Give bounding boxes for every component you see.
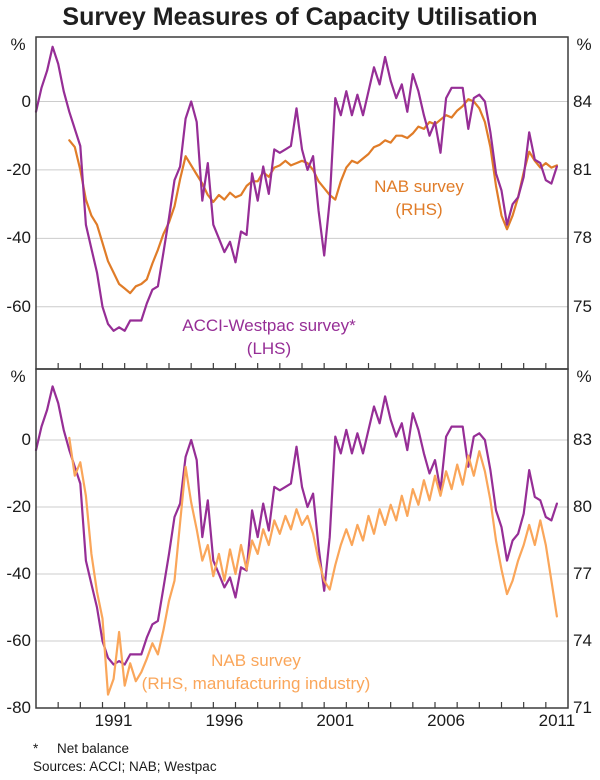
top-panel-right-unit-label: % [576, 35, 592, 54]
bottom-panel-left-tick-label: -40 [6, 564, 31, 583]
top-panel-left-tick-label: -20 [6, 159, 31, 179]
bottom-panel-left-tick-label: -20 [6, 497, 31, 516]
nab-survey-label-bottom: NAB survey (RHS, manufacturing industry) [142, 649, 371, 695]
bottom-panel-right-unit-label: % [576, 367, 592, 386]
top-panel-right-tick-label: 84 [573, 91, 592, 111]
nab-manufacturing-label-line1: NAB survey [211, 651, 301, 670]
bottom-panel-right-tick-label: 71 [573, 697, 592, 717]
footnote-marker: * [33, 741, 39, 756]
x-axis-year-label: 1996 [205, 711, 244, 730]
nab-survey-label-line1: NAB survey [374, 177, 464, 196]
bottom-panel-right-tick-label: 77 [573, 563, 592, 583]
bottom-panel-series-purple [34, 385, 559, 666]
bottom-panel-border [35, 368, 569, 709]
bottom-panel-left-tick-label: -80 [6, 698, 31, 717]
acci-westpac-label-line2: (LHS) [246, 339, 292, 358]
top-panel-left-tick-label: 0 [21, 91, 31, 111]
bottom-panel-left-tick-label: 0 [21, 430, 31, 449]
x-axis-year-label: 2001 [316, 711, 355, 730]
top-panel-right-tick-label: 81 [573, 159, 592, 179]
bottom-panel-left-tick-label: -60 [6, 631, 31, 650]
footnote-text: Net balance [57, 741, 130, 756]
top-panel-left-unit-label: % [10, 35, 26, 54]
bottom-panel-series-light_orange [68, 436, 559, 696]
bottom-panel-right-tick-label: 74 [573, 630, 592, 650]
chart-title: Survey Measures of Capacity Utilisation [62, 3, 538, 31]
bottom-panel-right-tick-label: 80 [573, 496, 592, 516]
top-panel-left-tick-label: -40 [6, 228, 31, 248]
nab-survey-label-top: NAB survey (RHS) [374, 175, 464, 221]
acci-westpac-label-line1: ACCI-Westpac survey* [182, 316, 356, 335]
x-axis-year-label: 2011 [538, 711, 576, 730]
top-panel-right-tick-label: 78 [573, 228, 592, 248]
bottom-panel-left-unit-label: % [10, 367, 26, 386]
bottom-panel-right-tick-label: 83 [573, 430, 592, 449]
nab-manufacturing-label-line2: (RHS, manufacturing industry) [141, 674, 371, 693]
sources-line: Sources: ACCI; NAB; Westpac [33, 759, 217, 774]
x-axis-year-label: 2006 [427, 711, 465, 730]
top-panel-left-tick-label: -60 [6, 296, 31, 316]
x-axis-year-label: 1991 [94, 711, 133, 730]
top-panel-series-purple [34, 45, 559, 332]
acci-westpac-survey-label: ACCI-Westpac survey* (LHS) [182, 314, 356, 360]
top-panel-series-orange [68, 98, 559, 295]
top-panel-right-tick-label: 75 [573, 296, 592, 316]
nab-survey-label-line2: (RHS) [395, 200, 443, 219]
